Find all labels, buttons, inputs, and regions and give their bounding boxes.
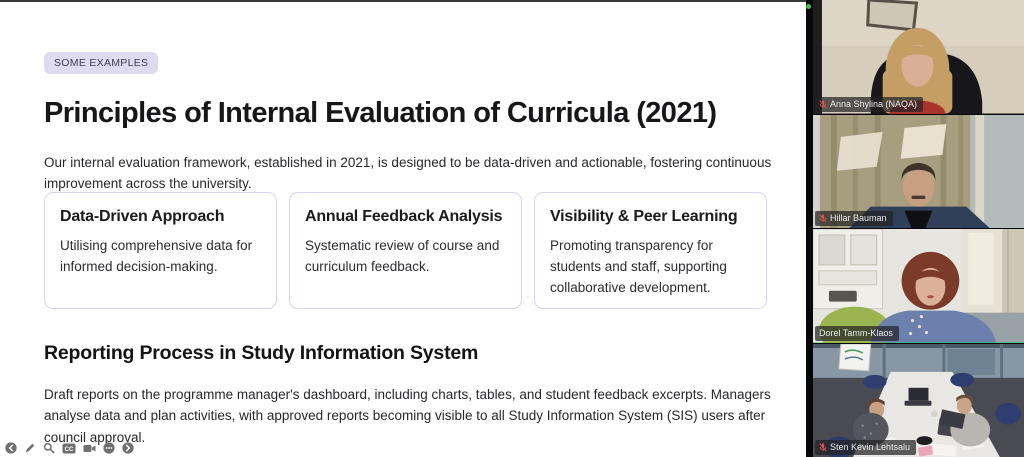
card-data-driven: Data-Driven Approach Utilising comprehen…	[44, 192, 277, 309]
card-title: Annual Feedback Analysis	[305, 208, 503, 225]
draw-pencil-icon[interactable]	[24, 442, 36, 454]
card-body: Promoting transparency for students and …	[550, 238, 727, 295]
section-paragraph: Draft reports on the programme manager's…	[44, 386, 771, 445]
video-feed-hillar	[813, 114, 1024, 228]
card-feedback-analysis: Annual Feedback Analysis Systematic revi…	[289, 192, 522, 309]
next-slide-icon[interactable]	[122, 442, 134, 454]
camera-icon[interactable]	[83, 443, 96, 454]
participant-name: Anna Shylina (NAQA)	[830, 98, 918, 109]
card-body: Utilising comprehensive data for informe…	[60, 238, 253, 274]
name-label: Hillar Bauman	[815, 211, 893, 226]
previous-slide-icon[interactable]	[5, 442, 17, 454]
card-title: Visibility & Peer Learning	[550, 208, 738, 225]
participant-tile-sten[interactable]: Sten Kevin Lehtsalu	[813, 343, 1024, 457]
video-feed-anna	[813, 0, 1024, 114]
mic-muted-icon	[819, 99, 827, 109]
participant-name: Hillar Bauman	[830, 213, 887, 223]
participants-panel: Anna Shylina (NAQA) Hillar Bauman	[806, 0, 1024, 457]
name-label: Anna Shylina (NAQA)	[815, 96, 924, 112]
section-heading: Reporting Process in Study Information S…	[44, 342, 479, 365]
participant-name: Dorel Tamm-Klaos	[819, 327, 893, 338]
name-label: Sten Kevin Lehtsalu	[815, 440, 917, 455]
share-indicator-dot	[806, 4, 811, 9]
svg-text:CC: CC	[65, 446, 74, 453]
card-title: Data-Driven Approach	[60, 208, 225, 225]
card-peer-learning: Visibility & Peer Learning Promoting tra…	[534, 192, 767, 309]
feature-cards: Data-Driven Approach Utilising comprehen…	[44, 192, 767, 309]
mic-muted-icon	[819, 443, 827, 452]
participant-name: Sten Kevin Lehtsalu	[830, 442, 911, 452]
more-options-icon[interactable]	[103, 442, 115, 454]
participant-tile-hillar[interactable]: Hillar Bauman	[813, 114, 1024, 228]
mic-muted-icon	[819, 214, 827, 223]
page-title: Principles of Internal Evaluation of Cur…	[44, 97, 717, 130]
search-icon[interactable]	[43, 442, 55, 454]
intro-paragraph: Our internal evaluation framework, estab…	[44, 154, 772, 192]
section-badge: SOME EXAMPLES	[44, 52, 159, 74]
shared-document: SOME EXAMPLES Principles of Internal Eva…	[0, 0, 806, 457]
participant-tile-anna[interactable]: Anna Shylina (NAQA)	[813, 0, 1024, 114]
participant-tile-dorel[interactable]: Dorel Tamm-Klaos	[813, 229, 1024, 343]
card-body: Systematic review of course and curricul…	[305, 238, 500, 274]
viewer-toolbar: CC	[5, 442, 134, 454]
name-label: Dorel Tamm-Klaos	[815, 325, 899, 341]
closed-captions-icon[interactable]: CC	[62, 443, 76, 454]
